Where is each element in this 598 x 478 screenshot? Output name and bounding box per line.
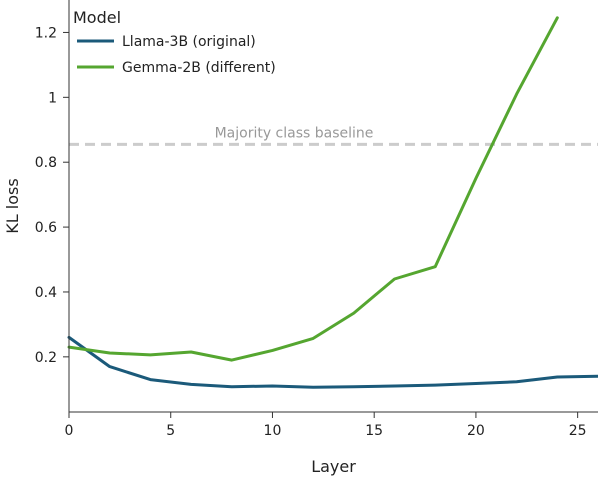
axes-group: 0 5 10 15 20 25 0.2 0.4 0.6 0.8 1 1.2 Layer KL los… xyxy=(3,0,598,476)
x-tick-label: 0 xyxy=(65,423,74,439)
baseline-group: Majority class baseline xyxy=(69,125,598,146)
x-tick-label: 20 xyxy=(467,423,485,439)
y-tick-label: 0.2 xyxy=(35,350,57,366)
legend: Model Llama-3B (original) Gemma-2B (diff… xyxy=(73,8,276,76)
x-axis-ticks: 0 5 10 15 20 25 xyxy=(65,412,587,439)
x-tick-label: 5 xyxy=(166,423,175,439)
y-tick-label: 0.4 xyxy=(35,285,57,301)
x-tick-label: 15 xyxy=(365,423,383,439)
y-axis-title: KL loss xyxy=(3,178,22,233)
x-axis-title: Layer xyxy=(311,457,356,476)
x-tick-label: 25 xyxy=(569,423,587,439)
y-tick-label: 0.8 xyxy=(35,155,57,171)
y-axis-ticks: 0.2 0.4 0.6 0.8 1 1.2 xyxy=(35,25,69,366)
series-line-1 xyxy=(67,16,559,362)
y-tick-label: 1 xyxy=(48,90,57,106)
majority-baseline-label: Majority class baseline xyxy=(215,125,374,141)
y-tick-label: 1.2 xyxy=(35,25,57,41)
x-tick-label: 10 xyxy=(264,423,282,439)
series-line-0 xyxy=(67,335,598,389)
legend-label-gemma: Gemma-2B (different) xyxy=(122,60,276,76)
series-group xyxy=(67,16,598,389)
legend-label-llama: Llama-3B (original) xyxy=(122,34,256,50)
legend-title: Model xyxy=(73,8,121,27)
y-tick-label: 0.6 xyxy=(35,220,57,236)
